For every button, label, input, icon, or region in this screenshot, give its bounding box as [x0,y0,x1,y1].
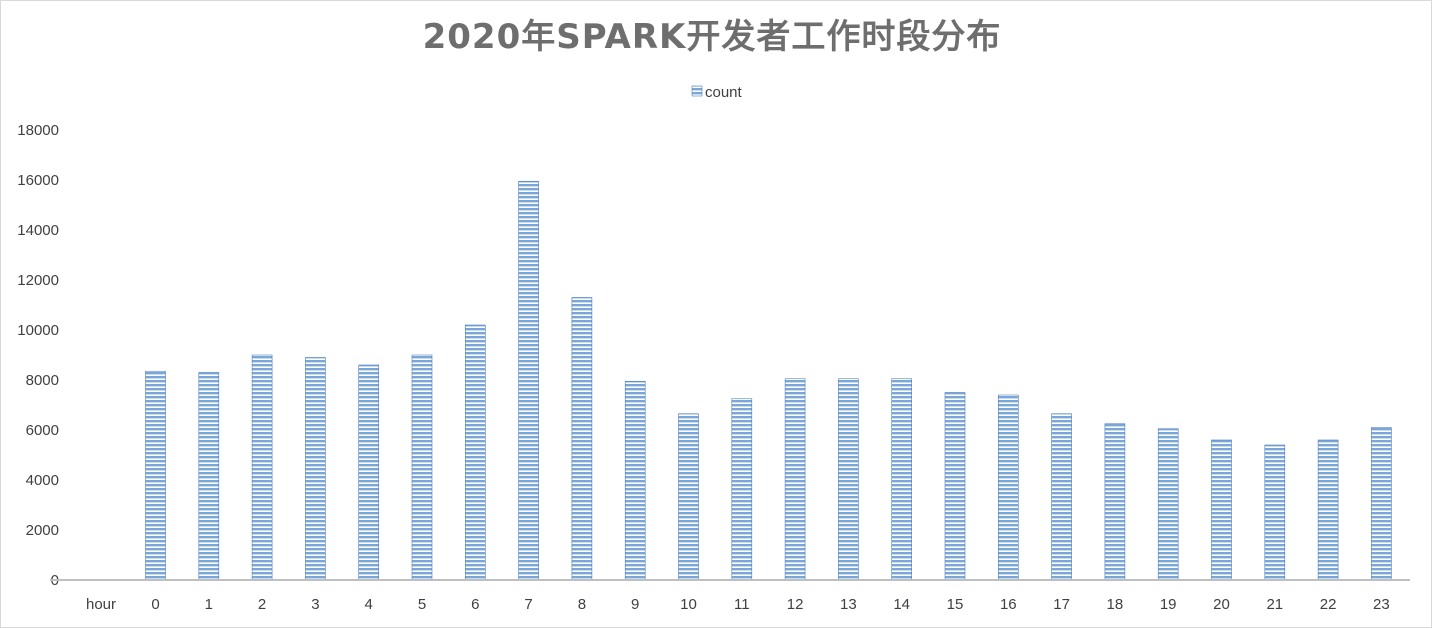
bar-hour-22 [1317,439,1339,581]
x-tick-label: 11 [734,596,750,613]
bar-hour-3 [305,357,326,581]
bar-hour-7 [518,180,539,581]
bar-hour-21 [1264,444,1286,581]
x-tick-label: 0 [151,596,159,613]
x-tick-label: 2 [258,596,266,613]
y-tick-label: 14000 [17,222,59,239]
x-tick-label: 15 [947,596,964,613]
x-axis-label: hour [86,596,116,613]
x-tick-label: 17 [1053,596,1070,613]
x-tick-label: 9 [631,596,639,613]
bar-hour-14 [891,378,913,581]
bar-hour-17 [1051,413,1072,581]
bar-hour-15 [944,392,966,581]
bars-group [145,180,1392,581]
bar-hour-10 [678,413,699,581]
y-axis: 0200040006000800010000120001400016000180… [17,122,59,589]
legend-label: count [705,84,743,101]
y-tick-label: 2000 [26,522,59,539]
bar-hour-9 [624,380,646,581]
x-tick-label: 16 [1000,596,1017,613]
x-tick-label: 1 [205,596,213,613]
bar-hour-0 [145,370,166,581]
y-tick-label: 8000 [26,372,59,389]
x-tick-label: 6 [471,596,479,613]
bar-hour-1 [198,372,220,581]
x-tick-label: 10 [680,596,697,613]
x-tick-label: 3 [311,596,319,613]
bar-hour-5 [411,354,433,581]
bar-hour-23 [1371,427,1392,581]
x-tick-label: 22 [1320,596,1337,613]
bar-hour-4 [358,364,380,581]
bar-hour-12 [784,378,806,581]
y-tick-label: 18000 [17,122,59,139]
x-axis: 0 1 2 3 4 5 6 7 8 9 10 11 12 13 14 15 16 17 18 19 20 21 22 23 [151,596,1389,613]
x-tick-label: 23 [1373,596,1390,613]
legend-swatch [691,85,703,97]
x-tick-label: 4 [365,596,373,613]
bar-hour-11 [731,398,753,581]
x-tick-label: 20 [1213,596,1230,613]
x-tick-label: 8 [578,596,586,613]
bar-hour-16 [997,394,1019,581]
y-tick-label: 6000 [26,422,59,439]
x-tick-label: 7 [524,596,532,613]
x-tick-label: 5 [418,596,426,613]
y-tick-label: 16000 [17,172,59,189]
bar-hour-8 [571,297,593,581]
bar-hour-19 [1157,428,1179,581]
bar-hour-13 [838,378,859,581]
bar-hour-2 [251,354,273,581]
bar-hour-20 [1211,439,1232,581]
chart-title: 2020年SPARK开发者工作时段分布 [423,17,1002,57]
x-tick-label: 19 [1160,596,1177,613]
bar-hour-6 [464,324,486,581]
bar-hour-18 [1104,423,1126,581]
legend: count [691,84,743,101]
x-tick-label: 13 [840,596,857,613]
y-tick-label: 4000 [26,472,59,489]
x-tick-label: 21 [1266,596,1283,613]
x-tick-label: 12 [787,596,804,613]
x-tick-label: 18 [1107,596,1124,613]
y-tick-label: 10000 [17,322,59,339]
x-tick-label: 14 [893,596,910,613]
y-tick-label: 12000 [17,272,59,289]
